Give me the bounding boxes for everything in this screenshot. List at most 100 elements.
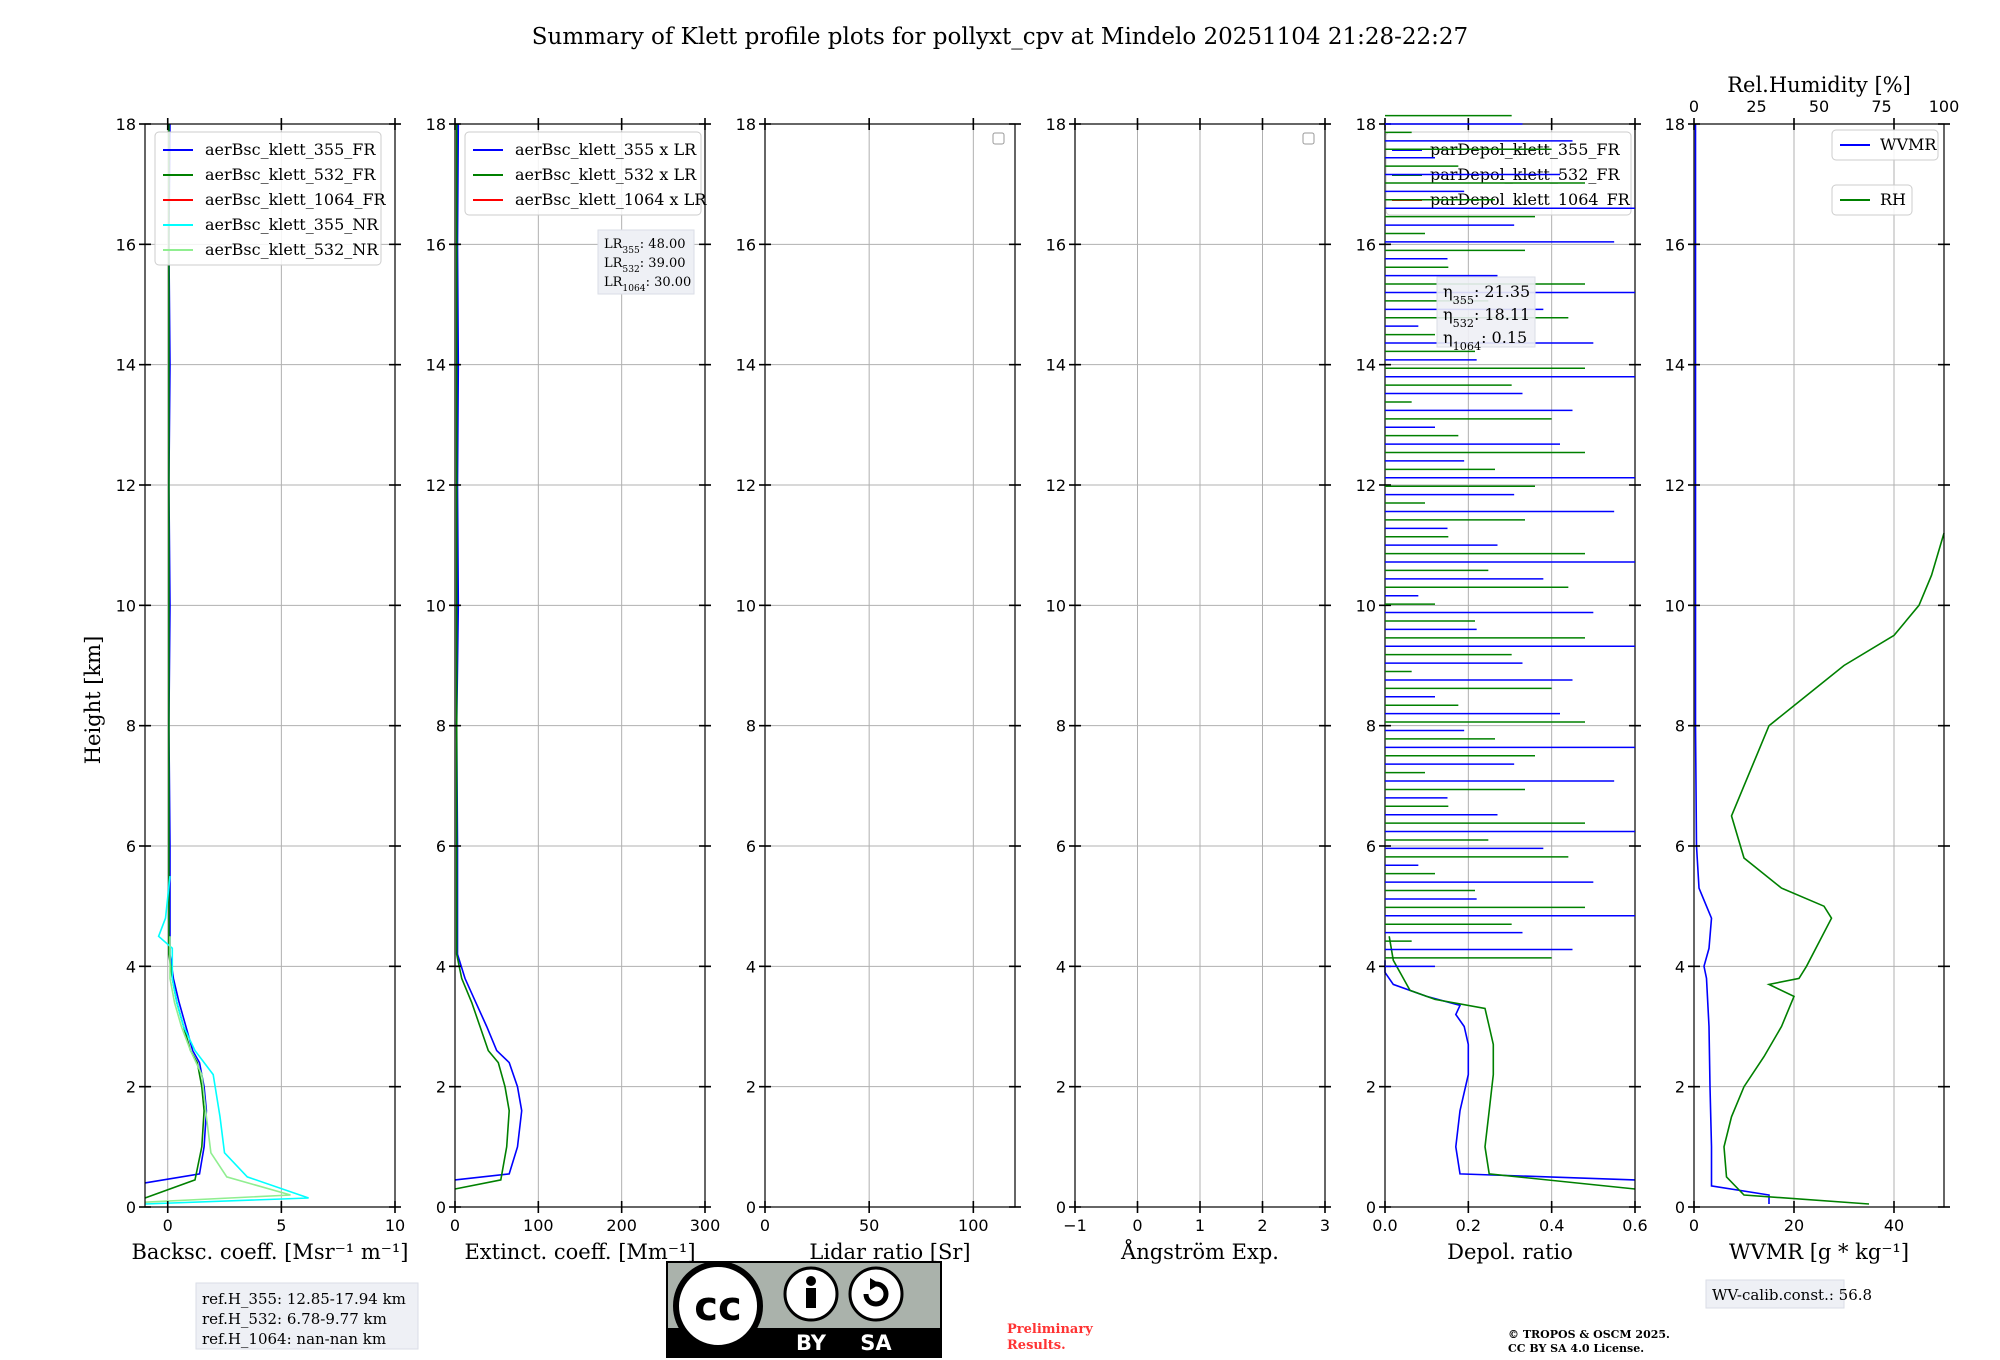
lr-355-label: LR355: 48.00 — [604, 237, 686, 256]
y-tick-label: 2 — [746, 1078, 756, 1097]
x-tick-label: 20 — [1784, 1216, 1804, 1235]
preliminary-line-1: Preliminary — [1007, 1322, 1093, 1337]
sa-arrow-head — [870, 1278, 880, 1290]
y-tick-label: 18 — [1356, 115, 1376, 134]
eta-532-label: η532: 18.11 — [1443, 305, 1530, 330]
x-axis-label: WVMR [g * kg⁻¹] — [1729, 1240, 1909, 1264]
copyright-line-1: © TROPOS & OSCM 2025. — [1508, 1328, 1670, 1341]
x-tick-label: 2 — [1257, 1216, 1267, 1235]
cc-license-badge: cc BY SA — [666, 1261, 942, 1358]
y-tick-label: 10 — [116, 596, 136, 615]
y-tick-label: 14 — [1356, 356, 1376, 375]
x-tick-label: 200 — [606, 1216, 637, 1235]
series-line-aerbsc-klett-532-nr — [144, 936, 291, 1203]
ref-height-355: ref.H_355: 12.85-17.94 km — [202, 1290, 406, 1308]
cc-icon — [673, 1261, 763, 1351]
eta-1064-label: η1064: 0.15 — [1443, 328, 1527, 353]
y-tick-label: 0 — [1366, 1198, 1376, 1217]
legend-label: aerBsc_klett_532_NR — [205, 240, 379, 259]
x-tick-label: 5 — [276, 1216, 286, 1235]
y-tick-label: 10 — [1665, 596, 1685, 615]
y-tick-label: 16 — [1665, 235, 1685, 254]
wv-calib-text: WV-calib.const.: 56.8 — [1712, 1286, 1872, 1304]
series-line-rh — [1723, 532, 1945, 1205]
x-tick-label: 0 — [163, 1216, 173, 1235]
y-tick-label: 4 — [436, 957, 446, 976]
series-line-aerbsc-klett-355-x-lr — [454, 123, 523, 1181]
x-tick-label: 0.0 — [1372, 1216, 1397, 1235]
y-tick-label: 18 — [116, 115, 136, 134]
series-line-pardepol-klett-355-fr — [1384, 960, 1636, 1181]
wvmr-legend-box — [1831, 129, 1939, 161]
series-line-pardepol-klett-532-fr — [1388, 936, 1636, 1190]
y-tick-label: 16 — [1046, 235, 1066, 254]
y-tick-label: 18 — [1665, 115, 1685, 134]
y-axis-label: Height [km] — [81, 636, 105, 765]
axes-frame — [764, 123, 1016, 1208]
rh-legend-box — [1831, 184, 1913, 216]
y-tick-label: 12 — [426, 476, 446, 495]
y-tick-label: 8 — [436, 717, 446, 736]
y-tick-label: 6 — [436, 837, 446, 856]
y-tick-label: 14 — [426, 356, 446, 375]
panel-depol: 0 2 4 6 8 10 12 14 16 18 0.0 0.2 0.4 0.6 Depol. ratio p… — [1356, 114, 1648, 1264]
axes-frame — [454, 123, 706, 1208]
y-tick-label: 12 — [736, 476, 756, 495]
top-x-tick-label: 100 — [1929, 97, 1960, 116]
y-tick-label: 8 — [746, 717, 756, 736]
y-tick-label: 14 — [1046, 356, 1066, 375]
y-tick-label: 2 — [1056, 1078, 1066, 1097]
y-tick-label: 0 — [126, 1198, 136, 1217]
empty-legend-box — [992, 132, 1005, 145]
y-tick-label: 8 — [1675, 717, 1685, 736]
x-tick-label: 100 — [958, 1216, 989, 1235]
y-tick-label: 0 — [1675, 1198, 1685, 1217]
ref-height-1064: ref.H_1064: nan-nan km — [202, 1330, 386, 1348]
legend-label: aerBsc_klett_355_NR — [205, 215, 379, 234]
x-tick-label: 100 — [523, 1216, 554, 1235]
y-tick-label: 6 — [746, 837, 756, 856]
x-tick-label: 3 — [1320, 1216, 1330, 1235]
y-tick-label: 8 — [1056, 717, 1066, 736]
x-tick-label: 40 — [1884, 1216, 1904, 1235]
y-tick-label: 4 — [126, 957, 136, 976]
y-tick-label: 2 — [1366, 1078, 1376, 1097]
x-axis-label: Ångström Exp. — [1120, 1239, 1279, 1264]
y-tick-label: 16 — [1356, 235, 1376, 254]
by-person-head — [806, 1276, 816, 1286]
y-tick-label: 16 — [426, 235, 446, 254]
x-tick-label: −1 — [1063, 1216, 1087, 1235]
y-tick-label: 6 — [1675, 837, 1685, 856]
legend-box — [464, 131, 702, 216]
sa-arrow-icon — [848, 1266, 904, 1322]
cc-text: cc — [694, 1284, 741, 1330]
y-tick-label: 18 — [426, 115, 446, 134]
legend-box — [1385, 131, 1632, 216]
y-tick-label: 4 — [1675, 957, 1685, 976]
x-tick-label: 0 — [1689, 1216, 1699, 1235]
legend-label: aerBsc_klett_355 x LR — [515, 140, 697, 159]
by-person-body — [806, 1288, 816, 1308]
axes-frame — [144, 123, 396, 1208]
series-line-aerbsc-klett-532-x-lr — [454, 124, 511, 1190]
legend-label: aerBsc_klett_355_FR — [205, 140, 376, 159]
y-tick-label: 10 — [736, 596, 756, 615]
x-tick-label: 0 — [450, 1216, 460, 1235]
y-tick-label: 6 — [1366, 837, 1376, 856]
top-x-axis-label: Rel.Humidity [%] — [1727, 73, 1911, 97]
top-x-tick-label: 75 — [1871, 97, 1891, 116]
x-tick-label: 300 — [690, 1216, 721, 1235]
figure-title: Summary of Klett profile plots for polly… — [532, 24, 1468, 50]
rh-legend-label: RH — [1880, 190, 1906, 209]
legend-box — [154, 131, 382, 266]
y-tick-label: 2 — [126, 1078, 136, 1097]
lr-532-label: LR532: 39.00 — [604, 256, 686, 275]
x-tick-label: 50 — [859, 1216, 879, 1235]
lr-info-box — [597, 229, 695, 295]
y-tick-label: 2 — [1675, 1078, 1685, 1097]
x-axis-label: Backsc. coeff. [Msr⁻¹ m⁻¹] — [132, 1240, 409, 1264]
series-line-aerbsc-klett-355-fr — [144, 123, 208, 1184]
y-tick-label: 16 — [736, 235, 756, 254]
